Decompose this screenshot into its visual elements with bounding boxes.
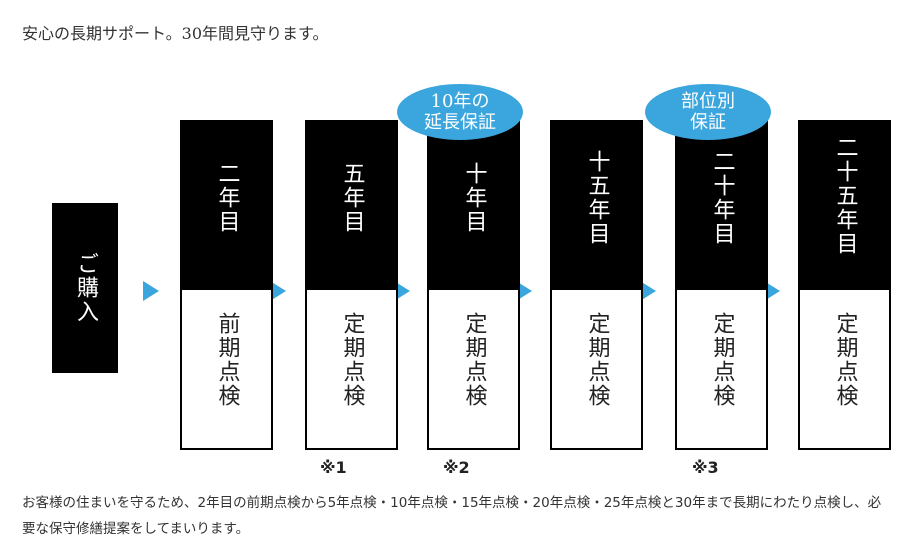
milestone-column: 十年目 定期点検 xyxy=(427,120,520,450)
milestone-column: 五年目 定期点検 xyxy=(305,120,398,450)
badge-line: 10年の xyxy=(430,91,490,112)
purchase-box: ご購入 xyxy=(52,203,118,373)
description: お客様の住まいを守るため、2年目の前期点検から5年点検・10年点検・15年点検・… xyxy=(22,495,882,537)
warranty-badge: 10年の 延長保証 xyxy=(397,84,523,140)
arrow-icon xyxy=(516,281,532,301)
page-title: 安心の長期サポート。30年間見守ります。 xyxy=(22,24,329,43)
arrow-icon xyxy=(270,281,286,301)
purchase-label: ご購入 xyxy=(73,252,98,324)
milestone-column: 十五年目 定期点検 xyxy=(550,120,643,450)
arrow-icon xyxy=(764,281,780,301)
milestone-check: 定期点検 xyxy=(461,312,487,408)
milestone-check: 定期点検 xyxy=(832,312,858,408)
milestone-check: 定期点検 xyxy=(709,312,735,408)
badge-line: 保証 xyxy=(690,112,726,133)
milestone-year: 十年目 xyxy=(461,162,487,234)
footnote-mark: ※2 xyxy=(443,458,470,477)
milestone-check: 前期点検 xyxy=(214,312,240,408)
milestone-year: 二十五年目 xyxy=(832,136,858,256)
badge-line: 部位別 xyxy=(681,91,735,112)
arrow-icon xyxy=(394,281,410,301)
milestone-check: 定期点検 xyxy=(339,312,365,408)
footnote-mark: ※3 xyxy=(692,458,719,477)
milestone-year: 二十年目 xyxy=(709,150,735,246)
milestone-year: 五年目 xyxy=(339,162,365,234)
milestone-column: 二十年目 定期点検 xyxy=(675,120,768,450)
milestone-year: 二年目 xyxy=(214,162,240,234)
badge-line: 延長保証 xyxy=(424,112,496,133)
arrow-icon xyxy=(640,281,656,301)
arrow-icon xyxy=(143,281,159,301)
milestone-year: 十五年目 xyxy=(584,150,610,246)
warranty-badge: 部位別 保証 xyxy=(645,84,771,140)
milestone-column: 二十五年目 定期点検 xyxy=(798,120,891,450)
milestone-column: 二年目 前期点検 xyxy=(180,120,273,450)
milestone-check: 定期点検 xyxy=(584,312,610,408)
footnote-mark: ※1 xyxy=(320,458,347,477)
